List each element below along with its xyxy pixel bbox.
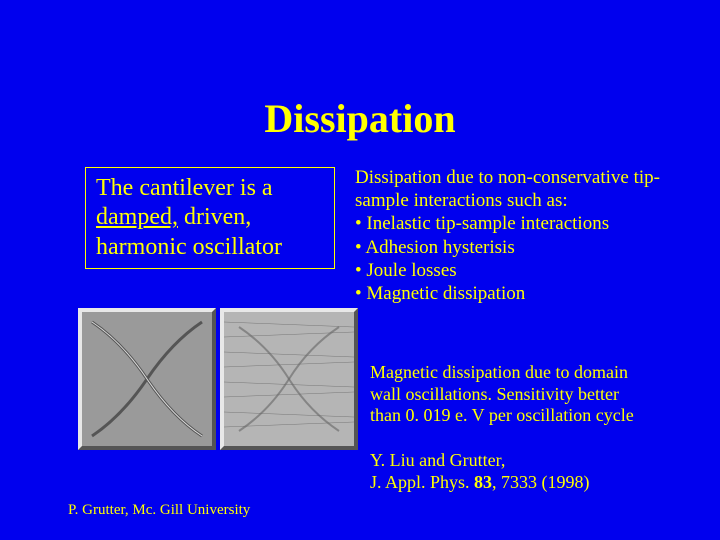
citation-l2b: , 7333 (1998) [492, 472, 590, 492]
citation-volume: 83 [474, 472, 492, 492]
caption-l2: wall oscillations. Sensitivity better [370, 384, 619, 404]
bullet-4: • Magnetic dissipation [355, 283, 525, 304]
caption-l3: than 0. 019 e. V per oscillation cycle [370, 405, 634, 425]
right-intro2: sample interactions such as: [355, 190, 568, 211]
left-line2-rest: driven, [178, 204, 251, 230]
bullet-3: • Joule losses [355, 260, 457, 281]
micrograph-1-content [82, 312, 212, 446]
right-intro1: Dissipation due to non-conservative tip- [355, 167, 660, 188]
citation: Y. Liu and Grutter, J. Appl. Phys. 83, 7… [370, 450, 700, 493]
micrograph-2 [220, 308, 358, 450]
micrograph-1 [78, 308, 216, 450]
slide-title: Dissipation [0, 95, 720, 142]
bullet-2: • Adhesion hysterisis [355, 237, 515, 258]
left-line2-underlined: damped, [96, 204, 178, 230]
dissipation-causes-text: Dissipation due to non-conservative tip-… [355, 166, 695, 305]
caption-l1: Magnetic dissipation due to domain [370, 362, 628, 382]
footer-affiliation: P. Grutter, Mc. Gill University [68, 502, 250, 519]
figure-caption: Magnetic dissipation due to domain wall … [370, 362, 700, 427]
cantilever-description-box: The cantilever is a damped, driven, harm… [85, 167, 335, 269]
citation-l2a: J. Appl. Phys. [370, 472, 474, 492]
bullet-1: • Inelastic tip-sample interactions [355, 213, 609, 234]
micrograph-2-content [224, 312, 354, 446]
left-line3: harmonic oscillator [96, 234, 282, 260]
citation-l1: Y. Liu and Grutter, [370, 450, 505, 470]
micrograph-images [78, 308, 358, 450]
left-line1: The cantilever is a [96, 175, 273, 201]
